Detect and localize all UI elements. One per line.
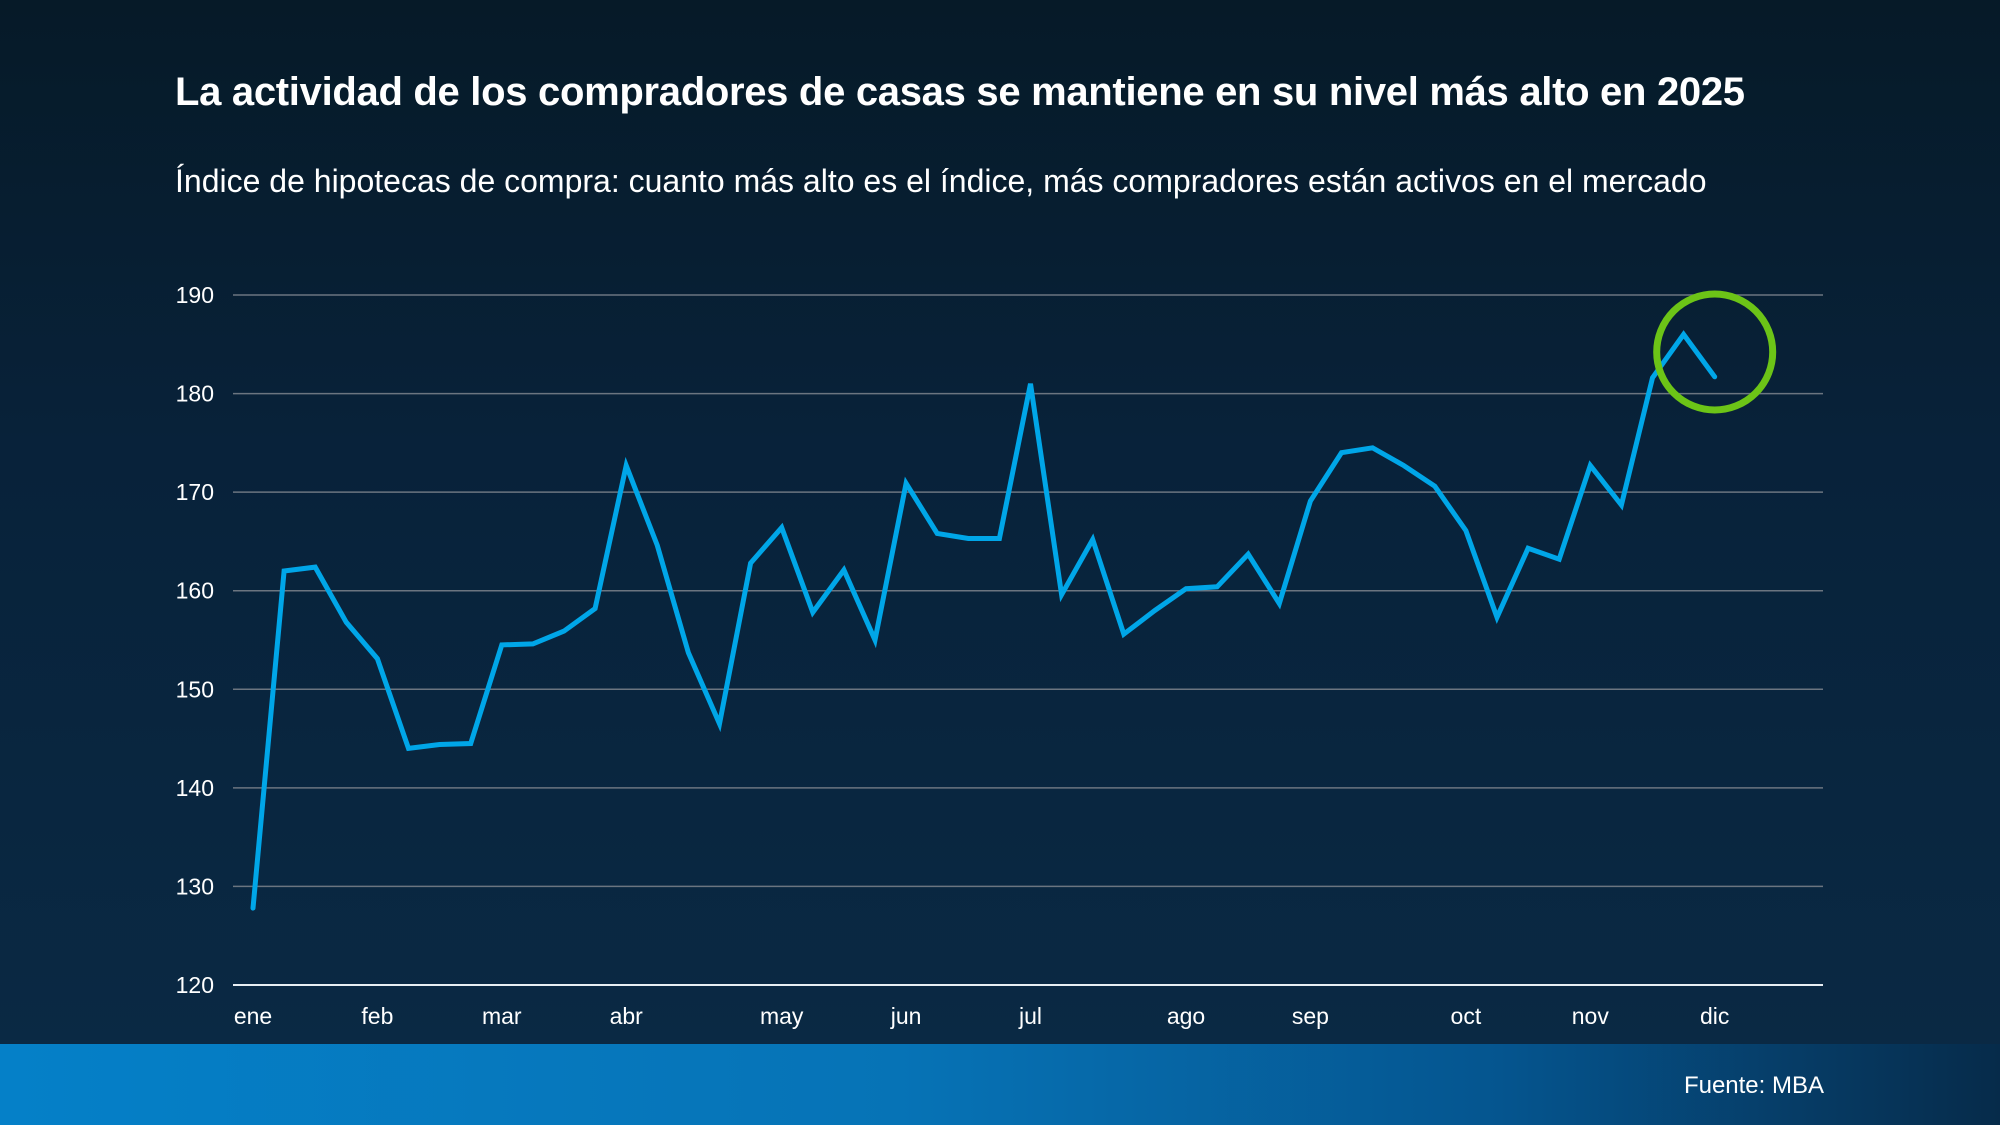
x-tick-label: may [760, 1003, 804, 1029]
line-chart: 120 130 140 150 160 170 180 190 ene feb mar abr may… [176, 282, 1823, 1029]
y-tick-label: 130 [176, 873, 214, 899]
x-tick-label: ene [234, 1003, 272, 1029]
y-tick-label: 140 [176, 775, 214, 801]
x-tick-label: feb [361, 1003, 393, 1029]
y-tick-label: 190 [176, 282, 214, 308]
y-tick-label: 160 [176, 578, 214, 604]
x-tick-label: jun [890, 1003, 922, 1029]
x-tick-label: abr [610, 1003, 644, 1029]
footer-band: Fuente: MBA [0, 1044, 2000, 1125]
y-axis-ticks: 120 130 140 150 160 170 180 190 [176, 282, 214, 998]
series-line [250, 330, 1718, 911]
x-tick-label: oct [1451, 1003, 1482, 1029]
y-tick-label: 180 [176, 381, 214, 407]
source-label: Fuente: MBA [1683, 1072, 1824, 1099]
x-tick-label: sep [1292, 1003, 1329, 1029]
chart-title: La actividad de los compradores de casas… [175, 70, 1745, 114]
y-tick-label: 150 [176, 676, 214, 702]
x-tick-label: nov [1572, 1003, 1610, 1029]
x-tick-label: mar [482, 1003, 522, 1029]
y-tick-label: 120 [176, 972, 214, 998]
x-axis-ticks: ene feb mar abr may jun jul ago sep oct nov dic [234, 1003, 1730, 1029]
y-tick-label: 170 [176, 479, 214, 505]
series-group [250, 330, 1718, 911]
chart-subtitle: Índice de hipotecas de compra: cuanto má… [175, 163, 1707, 199]
highlight-circle [1653, 290, 1777, 414]
annotations [1653, 290, 1777, 414]
x-tick-label: dic [1700, 1003, 1729, 1029]
x-tick-label: jul [1018, 1003, 1042, 1029]
x-tick-label: ago [1167, 1003, 1205, 1029]
